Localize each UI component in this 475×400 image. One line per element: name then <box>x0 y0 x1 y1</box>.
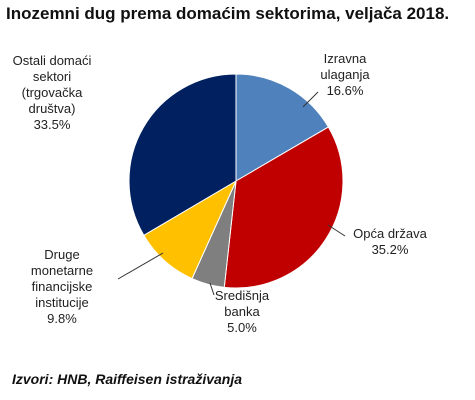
slice-value-3: 9.8% <box>47 311 77 326</box>
slice-value-4: 33.5% <box>34 117 71 132</box>
slice-name-1: Opća država <box>353 226 427 241</box>
slice-name-0: ulaganja <box>320 67 370 82</box>
slice-name-4: društva) <box>29 101 76 116</box>
slice-name-3: monetarne <box>31 263 93 278</box>
pie-slice-4 <box>128 73 237 236</box>
slice-label-2: Središnja banka 5.0% <box>215 288 270 335</box>
source-note: Izvori: HNB, Raiffeisen istraživanja <box>12 371 243 387</box>
slice-labels: Izravna ulaganja 16.6% Opća država 35.2% Sred… <box>13 51 428 335</box>
leader-line-1 <box>327 224 346 237</box>
slice-value-0: 16.6% <box>327 83 364 98</box>
slice-name-3: financijske <box>32 279 93 294</box>
slice-label-4: Ostali domaći sektori (trgovačka društva) 33… <box>13 53 92 132</box>
slice-label-1: Opća država 35.2% <box>353 226 427 257</box>
slice-label-0: Izravna ulaganja 16.6% <box>320 51 370 98</box>
pie-slice-0 <box>235 73 330 182</box>
leader-lines <box>117 91 346 296</box>
slice-value-1: 35.2% <box>372 242 409 257</box>
slice-name-4: Ostali domaći <box>13 53 92 68</box>
slice-name-4: (trgovačka <box>22 85 83 100</box>
pie-slices <box>128 73 344 289</box>
chart-title: Inozemni dug prema domaćim sektorima, ve… <box>6 4 450 23</box>
leader-line-2 <box>209 282 215 296</box>
leader-line-0 <box>302 91 319 108</box>
slice-name-4: sektori <box>33 69 71 84</box>
pie-slice-1 <box>223 126 344 289</box>
leader-line-3 <box>117 252 164 280</box>
slice-name-2: Središnja <box>215 288 270 303</box>
slice-value-2: 5.0% <box>227 320 257 335</box>
slice-name-3: Druge <box>44 247 79 262</box>
slice-name-2: banka <box>224 304 260 319</box>
slice-name-0: Izravna <box>324 51 367 66</box>
slice-name-3: institucije <box>35 295 88 310</box>
slice-label-3: Druge monetarne financijske institucije 9.8% <box>31 247 93 326</box>
